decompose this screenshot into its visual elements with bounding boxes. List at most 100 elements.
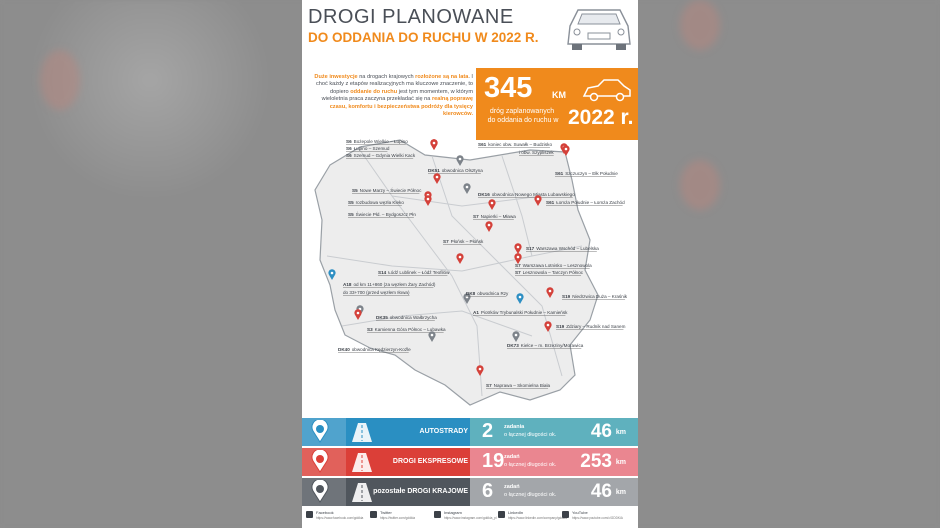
intro-part: oddanie do ruchu [350,88,398,95]
road-network [326,149,583,397]
road-desc: Łupino – Szemud [354,146,390,151]
map-label: S19 Zdziary – Rudnik nad Sanem [556,324,626,329]
social-name: Instagram [444,510,462,515]
map-pin-dot [564,147,568,151]
road-code: S61 [478,142,487,147]
map-label: S61 Łomża Południe – Łomża Zachód [546,200,625,205]
map-label: DK73 Kielce – m. Brzeziny/Morawica [507,343,584,348]
map-label: S17 Warszawa Wschód – Lubelska [526,246,599,251]
intro-part: jest tym momentem, w którym wieloletnia … [321,88,473,103]
social-url: https://twitter.com/gddkia [380,516,416,520]
road-code: DK16 [478,192,490,197]
road-desc: Warszawa Lotnisko – Lesznowola [523,263,592,268]
map-pin [456,253,464,264]
map-pin-dot [465,185,469,189]
social-url: https://www.facebook.com/gddkia [316,516,364,520]
infographic: DROGI PLANOWANE DO ODDANIA DO RUCHU W 20… [302,0,638,528]
car-icon [582,79,631,102]
row-length: 46 [590,421,612,442]
road-desc: Świecie Płd. – Bydgoszcz Płn [356,210,417,217]
row-stats: 6 zadań o łącznej długości ok. 46 km [470,478,638,506]
map-label: DK40 obwodnica Kędzierzyn-Koźle [338,347,411,352]
map-pin [514,243,522,254]
subtitle: DO ODDANIA DO RUCHU W 2022 R. [308,30,539,45]
row-count: 2 [482,420,494,442]
map-pin [476,365,484,376]
road-code: S6 [346,139,352,144]
road-desc: rozbudowa węzła Kleko [356,200,405,205]
stat-text: dróg zaplanowanych [489,108,555,115]
intro-part: na drogach krajowych [357,74,416,80]
intro-part: rozłożone są na lata [415,74,469,80]
map-pin [534,195,542,206]
social-icon [306,511,313,518]
row-unit: km [615,429,626,436]
road-code: S7 [515,270,521,275]
road-desc: Płońsk – Płońsk [451,239,484,244]
map-label: S7 Napierki – Mława [473,214,516,219]
road-code: A18 [343,282,352,287]
map-label: S5 rozbudowa węzła Kleko [348,200,404,205]
intro-text: Duże inwestycje na drogach krajowych roz… [310,74,473,118]
road-code: S7 [486,383,492,388]
map-label: S7 Warszawa Lotnisko – Lesznowola [515,263,592,268]
map-label: S6 Łupino – Szemud [346,146,390,151]
map-pin [456,155,464,166]
map-label: S14 Łódź Lublinek – Łódź Teofilów [378,270,450,275]
road-desc: Łódź Lublinek – Łódź Teofilów [388,270,450,275]
map-label: S5 Nowe Marzy – Świecie Północ [352,186,422,193]
road-code: S6 [346,153,352,158]
map-pin-dot [426,197,430,201]
row-count-text: o łącznej długości ok. [504,432,557,438]
road-code: S61 [546,200,555,205]
map-pin-dot [435,175,439,179]
stat-unit: KM [552,90,566,100]
map-pin [562,145,570,156]
social-name: YouTube [572,510,588,515]
road-desc: Lesznowola – Tarczyn Północ [523,270,584,275]
map-pin-dot [548,289,552,293]
row-length: 46 [590,481,612,502]
road-code: S17 [526,246,535,251]
social-icon [562,511,569,518]
row-unit: km [615,459,626,466]
row-count-text: zadań [504,454,520,460]
row-label: pozostałe DROGI KRAJOWE [373,488,468,495]
map-label: S7 Lesznowola – Tarczyn Północ [515,270,584,275]
road-code: S3 [367,327,373,332]
social-name: LinkedIn [508,510,524,515]
map-label: S5 Świecie Płd. – Bydgoszcz Płn [348,210,416,217]
road-desc: Warszawa Wschód – Lubelska [536,246,599,251]
road-desc: Kielce – m. Brzeziny/Morawica [521,343,584,348]
road-code: S7 [443,239,449,244]
road-desc: do 33+700 (przed węzłem Iłowa) [343,290,410,295]
map-pin [512,331,520,342]
map-pin-dot [546,323,550,327]
social-url: https://www.linkedin.com/company/gddkia [508,516,567,520]
road-code: S19 [556,324,565,329]
road-desc: i obw. Szypliszek [519,150,554,155]
map-pin-dot [432,141,436,145]
map-pin-dot [516,255,520,259]
map-label: S7 Naprawa – Skomielna Biała [486,383,551,388]
social-icon [434,511,441,518]
footer: Facebook https://www.facebook.com/gddkia T… [302,506,638,528]
car-icon [567,9,631,50]
road-desc: obwodnica Wałbrzycha [390,315,438,320]
summary-row: DROGI EKSPRESOWE 19 zadań o łącznej długośc… [302,448,638,476]
row-length: 253 [580,451,612,472]
row-icon [311,420,372,443]
road-code: S61 [555,171,564,176]
map-pin-dot [516,245,520,249]
map-label: S3 Kamienna Góra Północ – Lubawka [367,327,446,332]
map-pin [485,221,493,232]
map-pin-dot [330,271,334,275]
social-url: https://www.instagram.com/gddkia_pl [444,516,497,520]
summary-row: pozostałe DROGI KRAJOWE 6 zadań o łącznej d… [302,478,638,506]
road-desc: Szemud – Gdynia Wielki Kack [354,153,416,158]
row-icon [311,450,372,473]
map-pin [463,183,471,194]
map-pin [546,287,554,298]
pin-icon-dot [316,425,324,433]
